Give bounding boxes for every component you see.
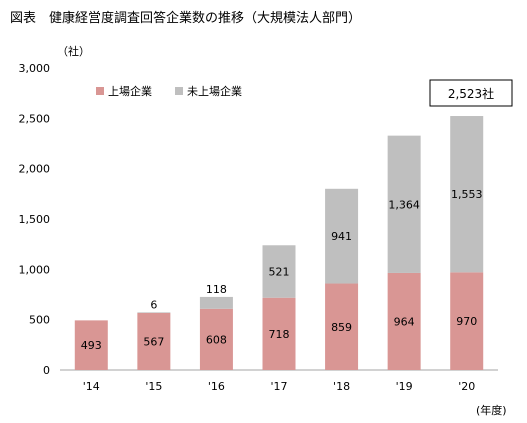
bar-segment-listed [450,272,484,370]
bar-segment-listed [325,283,359,370]
data-label-listed: 964 [394,315,415,328]
legend-label-unlisted: 未上場企業 [187,84,242,98]
bar-segment-unlisted [387,135,421,273]
y-tick-label: 3,000 [19,62,51,75]
bar-segment-listed [199,308,233,370]
data-label-unlisted: 118 [206,283,227,296]
data-label-listed: 608 [206,333,227,346]
bar-segment-unlisted [199,296,233,309]
y-axis-unit: （社） [57,44,90,58]
x-tick-label: '20 [458,380,475,393]
bar-segment-listed [387,272,421,370]
figure-title: 図表 健康経営度調査回答企業数の推移（大規模法人部門） [10,10,361,26]
legend-swatch-unlisted [175,87,183,95]
y-tick-label: 2,000 [19,163,51,176]
data-label-listed: 493 [81,339,102,352]
y-tick-label: 2,500 [19,112,51,125]
data-label-listed: 859 [331,321,352,334]
x-axis-unit: (年度) [476,403,507,417]
plot-area: 0 500 1,000 1,500 2,000 2,500 3,000 493 '14 567 6 '… [19,62,498,393]
data-label-unlisted: 941 [331,230,352,243]
bar-segment-unlisted [325,188,359,284]
bar-segment-listed [137,312,171,370]
data-label-unlisted: 1,553 [451,188,483,201]
data-label-listed: 970 [456,315,477,328]
total-callout-box [429,79,513,107]
x-tick-label: '19 [396,380,413,393]
x-tick-label: '14 [83,380,100,393]
data-label-listed: 718 [269,328,290,341]
legend-label-listed: 上場企業 [108,84,152,98]
bar-segment-listed [74,320,108,370]
bar-segment-unlisted [262,245,296,298]
y-tick-label: 500 [29,314,50,327]
x-tick-label: '15 [145,380,162,393]
data-label-listed: 567 [143,335,164,348]
x-tick-label: '16 [208,380,225,393]
data-label-unlisted: 6 [150,298,157,311]
bar-segment-unlisted [137,312,171,313]
legend-swatch-listed [96,87,104,95]
x-tick-label: '18 [333,380,350,393]
y-tick-label: 1,000 [19,263,51,276]
bar-segment-listed [262,297,296,370]
bar-segment-unlisted [450,116,484,273]
data-label-unlisted: 521 [269,265,290,278]
total-callout-label: 2,523社 [448,86,494,101]
x-tick-label: '17 [270,380,287,393]
y-tick-label: 0 [43,364,50,377]
y-tick-label: 1,500 [19,213,51,226]
data-label-unlisted: 1,364 [388,198,420,211]
